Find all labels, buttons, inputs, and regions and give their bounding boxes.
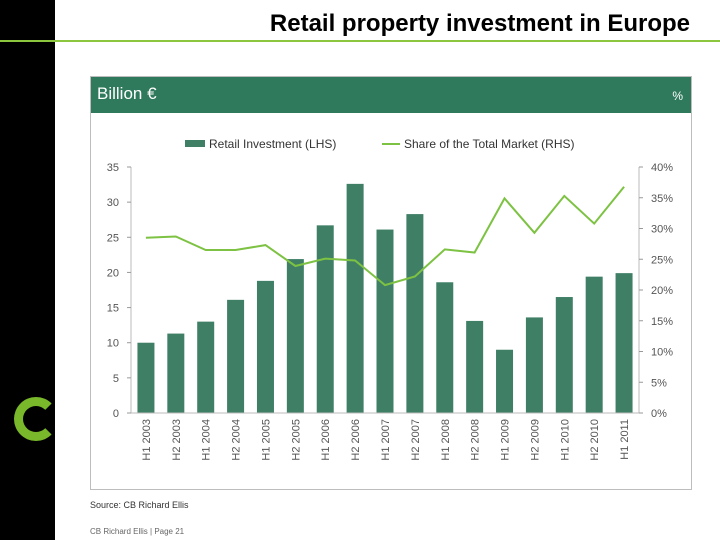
slide-title: Retail property investment in Europe — [269, 10, 690, 37]
chart-header: Billion € % — [91, 77, 691, 113]
right-tick-label: 20% — [651, 285, 673, 297]
bar — [525, 317, 543, 413]
brand-logo-icon — [14, 397, 58, 441]
left-tick-label: 5 — [113, 373, 119, 385]
x-tick-label: H1 2006 — [320, 419, 332, 461]
left-tick-label: 0 — [113, 408, 119, 420]
x-tick-label: H1 2009 — [500, 419, 512, 461]
right-tick-label: 25% — [651, 254, 673, 266]
left-tick-label: 30 — [107, 197, 119, 209]
bar — [137, 342, 155, 413]
bar — [346, 183, 364, 413]
bar — [466, 320, 484, 413]
left-black-band — [0, 0, 55, 540]
chart-panel: Billion € % 0 5 10 15 20 25 30 35 0% 5% 10% 15% 20% 2… — [90, 76, 692, 490]
bar — [167, 333, 185, 413]
bar — [316, 225, 334, 413]
bar — [615, 273, 633, 413]
x-tick-label: H2 2005 — [290, 419, 302, 461]
left-tick-label: 10 — [107, 338, 119, 350]
x-tick-label: H2 2006 — [350, 419, 362, 461]
right-tick-label: 30% — [651, 224, 673, 236]
bar — [227, 299, 245, 413]
x-tick-label: H2 2008 — [470, 419, 482, 461]
bar — [555, 297, 573, 413]
left-axis-unit: Billion € — [97, 84, 157, 103]
left-tick-label: 15 — [107, 303, 119, 315]
left-tick-label: 35 — [107, 162, 119, 174]
legend-label: Retail Investment (LHS) — [209, 137, 336, 151]
bar — [585, 276, 603, 413]
x-tick-label: H1 2007 — [380, 419, 392, 461]
bar — [406, 214, 424, 413]
x-tick-label: H2 2007 — [410, 419, 422, 461]
page-footer: CB Richard Ellis | Page 21 — [90, 527, 185, 536]
right-axis-unit: % — [672, 89, 683, 103]
x-tick-label: H1 2010 — [559, 419, 571, 461]
title-underline — [0, 40, 720, 42]
x-tick-label: H1 2005 — [260, 419, 272, 461]
bar — [197, 321, 215, 413]
right-tick-label: 40% — [651, 162, 673, 174]
x-tick-label: H1 2003 — [141, 419, 153, 461]
right-tick-label: 5% — [651, 377, 667, 389]
x-tick-label: H2 2004 — [231, 419, 243, 461]
right-tick-label: 10% — [651, 347, 673, 359]
combo-chart: 0 5 10 15 20 25 30 35 0% 5% 10% 15% 20% 25% 30% 35% 40% H… — [107, 137, 673, 461]
right-tick-label: 15% — [651, 316, 673, 328]
x-tick-label: H1 2004 — [201, 419, 213, 461]
bar — [286, 259, 304, 413]
left-tick-label: 25 — [107, 232, 119, 244]
x-tick-label: H2 2010 — [589, 419, 601, 461]
bar — [436, 282, 454, 413]
bar — [256, 280, 274, 413]
source-note: Source: CB Richard Ellis — [90, 500, 189, 510]
left-tick-label: 20 — [107, 267, 119, 279]
legend-bar-swatch — [185, 140, 205, 147]
share-line — [145, 186, 625, 287]
x-tick-label: H1 2008 — [440, 419, 452, 461]
legend-label: Share of the Total Market (RHS) — [404, 137, 575, 151]
right-tick-label: 35% — [651, 193, 673, 205]
x-tick-label: H2 2003 — [171, 419, 183, 461]
x-tick-label: H1 2011 — [619, 419, 631, 460]
x-tick-label: H2 2009 — [529, 419, 541, 461]
right-tick-label: 0% — [651, 408, 667, 420]
bar — [376, 229, 394, 413]
bar — [496, 349, 514, 413]
